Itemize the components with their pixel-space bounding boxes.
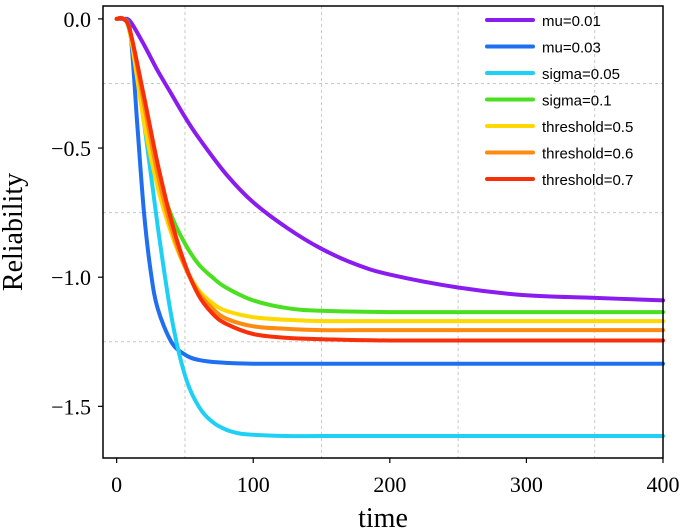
x-axis-title: time <box>358 503 408 531</box>
x-tick-label: 400 <box>647 472 680 497</box>
x-tick-label: 0 <box>111 472 122 497</box>
axis-ticks <box>98 18 664 463</box>
legend-label: sigma=0.05 <box>542 66 620 83</box>
x-tick-label: 300 <box>510 472 543 497</box>
legend: mu=0.01 mu=0.03 sigma=0.05 sigma=0.1 thresho… <box>485 13 633 189</box>
y-tick-label: −1.5 <box>51 394 91 419</box>
y-tick-label: −0.5 <box>51 136 91 161</box>
x-tick-label: 200 <box>373 472 406 497</box>
series-layer <box>114 15 665 439</box>
tick-labels: 0 100 200 300 400 0.0 −0.5 −1.0 −1.5 <box>51 7 679 497</box>
series-line <box>114 15 665 315</box>
legend-label: mu=0.03 <box>542 40 601 57</box>
legend-label: threshold=0.5 <box>542 119 633 136</box>
legend-label: sigma=0.1 <box>542 93 612 110</box>
series-line <box>114 16 665 303</box>
x-tick-label: 100 <box>237 472 270 497</box>
series-line <box>114 15 665 343</box>
legend-label: threshold=0.6 <box>542 146 633 163</box>
legend-label: threshold=0.7 <box>542 172 633 189</box>
y-tick-label: −1.0 <box>51 265 91 290</box>
y-tick-label: 0.0 <box>64 7 92 32</box>
y-axis-title: Reliability <box>0 173 29 291</box>
series-line <box>114 15 665 324</box>
plot-frame <box>102 5 664 459</box>
legend-label: mu=0.01 <box>542 13 601 30</box>
series-line <box>114 15 665 366</box>
